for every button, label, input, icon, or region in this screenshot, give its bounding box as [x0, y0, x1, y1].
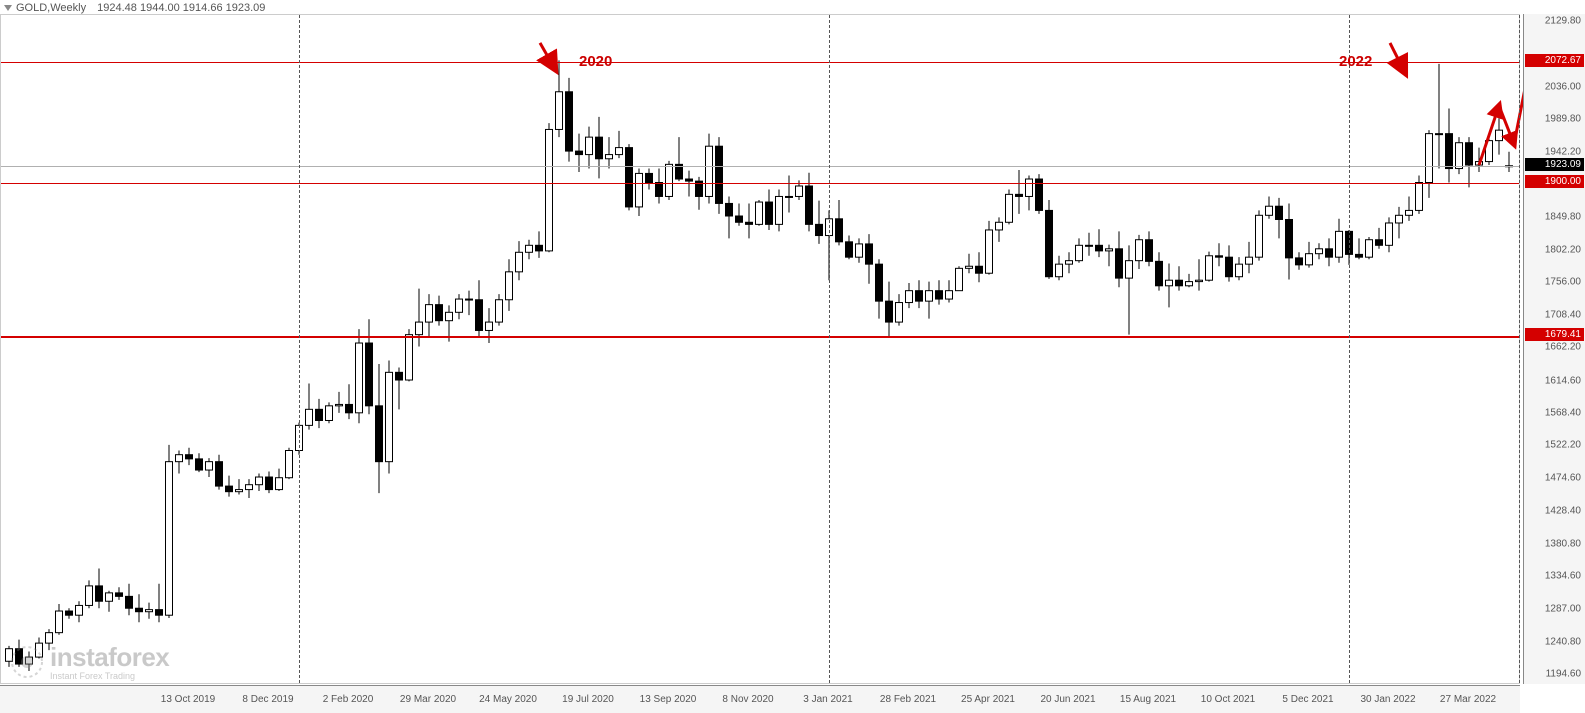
overlay-layer — [1, 15, 1521, 685]
y-tick: 1708.40 — [1545, 310, 1581, 321]
x-tick: 13 Sep 2020 — [640, 694, 697, 705]
price-tag: 1900.00 — [1525, 175, 1584, 188]
y-tick: 1380.80 — [1545, 538, 1581, 549]
y-tick: 1287.00 — [1545, 604, 1581, 615]
y-tick: 1568.40 — [1545, 407, 1581, 418]
y-tick: 1756.00 — [1545, 277, 1581, 288]
price-tag: 2072.67 — [1525, 54, 1584, 67]
x-tick: 29 Mar 2020 — [400, 694, 456, 705]
annotation-label: 2020 — [579, 53, 612, 70]
x-tick: 10 Oct 2021 — [1201, 694, 1255, 705]
vertical-line — [1519, 15, 1520, 683]
watermark: instaforex Instant Forex Trading — [10, 642, 169, 681]
title-bar: GOLD,Weekly 1924.48 1944.00 1914.66 1923… — [4, 2, 265, 14]
x-tick: 24 May 2020 — [479, 694, 537, 705]
horizontal-line — [1, 183, 1519, 185]
horizontal-line — [1, 62, 1519, 64]
y-axis: 2129.80 2036.00 1989.80 1942.20 1849.80 1802.… — [1523, 14, 1585, 684]
chart-container: GOLD,Weekly 1924.48 1944.00 1914.66 1923… — [0, 0, 1585, 713]
y-tick: 1802.20 — [1545, 244, 1581, 255]
y-tick: 1334.60 — [1545, 571, 1581, 582]
horizontal-line — [1, 336, 1519, 338]
watermark-brand: instaforex — [50, 642, 169, 673]
vertical-line — [299, 15, 300, 683]
price-tag: 1679.41 — [1525, 328, 1584, 341]
vertical-line — [1349, 15, 1350, 683]
y-tick: 1240.80 — [1545, 636, 1581, 647]
y-tick: 1942.20 — [1545, 147, 1581, 158]
vertical-line — [829, 15, 830, 683]
y-tick: 1474.60 — [1545, 473, 1581, 484]
annotation-label: 2022 — [1339, 53, 1372, 70]
x-tick: 20 Jun 2021 — [1040, 694, 1095, 705]
x-tick: 15 Aug 2021 — [1120, 694, 1176, 705]
watermark-logo-icon — [10, 645, 44, 679]
x-tick: 25 Apr 2021 — [961, 694, 1015, 705]
y-tick: 1428.40 — [1545, 505, 1581, 516]
y-tick: 1522.20 — [1545, 440, 1581, 451]
y-tick: 1662.20 — [1545, 342, 1581, 353]
x-tick: 13 Oct 2019 — [161, 694, 215, 705]
y-tick: 2129.80 — [1545, 16, 1581, 27]
x-tick: 19 Jul 2020 — [562, 694, 614, 705]
y-tick: 1194.60 — [1546, 668, 1581, 679]
price-tag: 1923.09 — [1525, 158, 1584, 171]
plot-area[interactable]: 2020 2022 — [0, 14, 1520, 684]
y-tick: 1989.80 — [1545, 113, 1581, 124]
dropdown-icon[interactable] — [4, 5, 12, 11]
ohlc-label: 1924.48 1944.00 1914.66 1923.09 — [97, 2, 265, 14]
x-tick: 8 Nov 2020 — [722, 694, 773, 705]
symbol-label: GOLD,Weekly — [16, 2, 86, 14]
x-tick: 28 Feb 2021 — [880, 694, 936, 705]
x-tick: 3 Jan 2021 — [803, 694, 853, 705]
y-tick: 1614.60 — [1545, 375, 1581, 386]
x-axis: 13 Oct 2019 8 Dec 2019 2 Feb 2020 29 Mar 20… — [0, 685, 1520, 713]
x-tick: 2 Feb 2020 — [323, 694, 374, 705]
y-tick: 2036.00 — [1545, 81, 1581, 92]
x-tick: 8 Dec 2019 — [242, 694, 293, 705]
x-tick: 30 Jan 2022 — [1360, 694, 1415, 705]
horizontal-line — [1, 166, 1519, 167]
x-tick: 27 Mar 2022 — [1440, 694, 1496, 705]
x-tick: 5 Dec 2021 — [1282, 694, 1333, 705]
y-tick: 1849.80 — [1545, 211, 1581, 222]
